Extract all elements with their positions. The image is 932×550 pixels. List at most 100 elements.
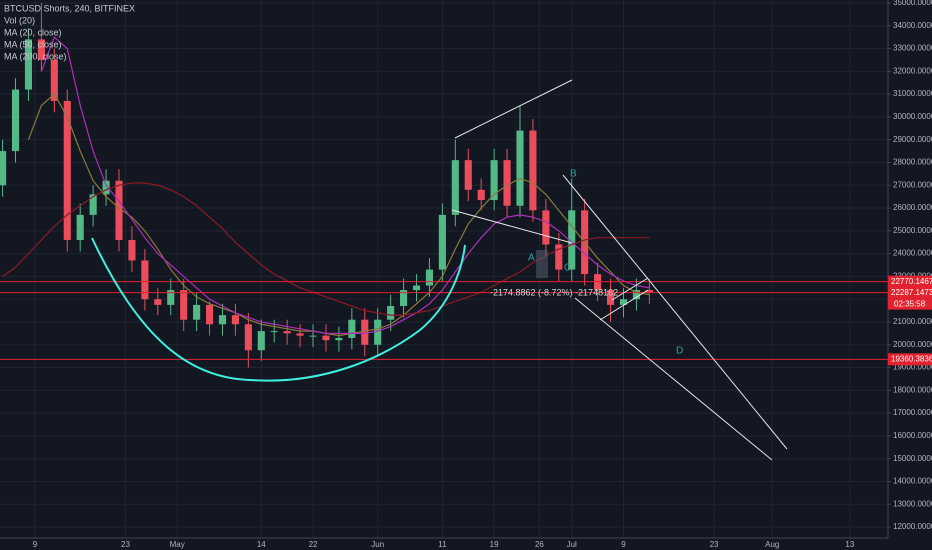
candle-body [477,189,485,201]
candle-body [128,239,136,261]
candle-body [218,315,227,325]
candle-body [503,160,511,206]
candle-body [296,333,304,336]
candle-body [361,319,369,345]
candle-body [193,304,201,320]
candle-body [425,269,434,286]
y-tick-label: 25000.0000 [893,226,932,235]
x-tick-label: 13 [845,540,854,549]
trend-line [454,79,573,139]
y-tick-label: 13000.0000 [893,499,932,508]
y-tick-label: 19000.0000 [893,363,932,372]
y-tick-label: 27000.0000 [893,180,932,189]
x-tick-label: 14 [257,540,266,549]
x-tick-label: 11 [438,540,447,549]
trend-line [611,277,649,301]
trend-line [451,209,573,244]
wave-label: C [564,263,571,274]
y-tick-label: 14000.0000 [893,477,932,486]
candle-body [257,331,265,351]
candle-body [464,160,472,190]
candle-body [270,331,278,333]
measure-box [536,250,548,278]
candle-body [76,214,84,240]
candle-body [0,151,7,186]
price-label-box [888,286,932,299]
candle-body [568,210,576,270]
candle-body [619,299,628,305]
candle-body [412,285,421,291]
y-tick-label: 32000.0000 [893,66,932,75]
candle-body [348,319,356,338]
wave-label: D [676,346,683,357]
candle-body [205,304,214,325]
candle-body [309,335,317,337]
wave-label: B [570,169,577,180]
candle-body [322,335,330,341]
candle-body [283,331,291,334]
candle-body [387,306,395,320]
candle-body [154,299,162,305]
trend-line [599,289,649,321]
trend-line [562,174,788,450]
y-tick-label: 17000.0000 [893,408,932,417]
price-label-box [888,275,932,288]
candle-body [555,244,563,270]
candle-body [529,130,537,211]
candle-body [374,319,382,345]
candle-body [400,290,408,307]
y-tick-label: 15000.0000 [893,454,932,463]
candle-body [115,180,123,240]
x-tick-label: Jul [567,540,577,549]
y-tick-label: 20000.0000 [893,340,932,349]
y-tick-label: 31000.0000 [893,89,932,98]
candle-body [37,39,45,60]
candle-body [451,160,459,215]
y-tick-label: 24000.0000 [893,249,932,258]
candle-body [63,100,71,240]
candle-body [244,324,252,351]
legend-entry: MA (20, close) [4,27,62,37]
x-tick-label: Aug [765,540,779,549]
x-tick-label: 19 [490,540,499,549]
candle-body [606,290,615,305]
y-tick-label: 30000.0000 [893,112,932,121]
x-tick-label: 23 [121,540,130,549]
candle-body [335,337,343,341]
y-tick-label: 29000.0000 [893,135,932,144]
trend-line [574,297,773,461]
y-tick-label: 12000.0000 [893,522,932,531]
candle-body [645,290,653,293]
y-tick-label: 16000.0000 [893,431,932,440]
candle-body [141,260,149,300]
candle-body [490,160,498,201]
measure-label: -2174.8862 (-8.72%) -21748162 [490,287,618,297]
x-tick-label: 9 [621,540,626,549]
x-tick-label: Jun [371,540,384,549]
drawings [91,79,788,461]
x-tick-label: 22 [309,540,318,549]
price-axis [888,0,932,538]
candle-body [102,180,110,195]
candle-body [632,290,640,300]
axes: 12000.0000 13000.0000 14000.0000 15000.0000… [33,0,932,549]
price-label-box [888,353,932,366]
candle-body [516,130,524,206]
legend-entry: Vol (20) [4,15,35,25]
x-tick-label: 9 [33,540,38,549]
y-tick-label: 21000.0000 [893,317,932,326]
candle-body [89,194,97,215]
legend-title: BTCUSD Shorts, 240, BITFINEX [4,3,135,13]
ma-line [40,36,650,334]
legend-entry: MA (200, close) [4,51,67,61]
candle-body [24,39,33,90]
candle-body [180,290,188,320]
price-label: 22287.1473 [891,288,932,297]
y-tick-label: 26000.0000 [893,203,932,212]
y-tick-label: 18000.0000 [893,385,932,394]
candle-body [542,210,550,245]
legend-entry: MA (50, close) [4,39,62,49]
countdown-box [888,298,932,310]
